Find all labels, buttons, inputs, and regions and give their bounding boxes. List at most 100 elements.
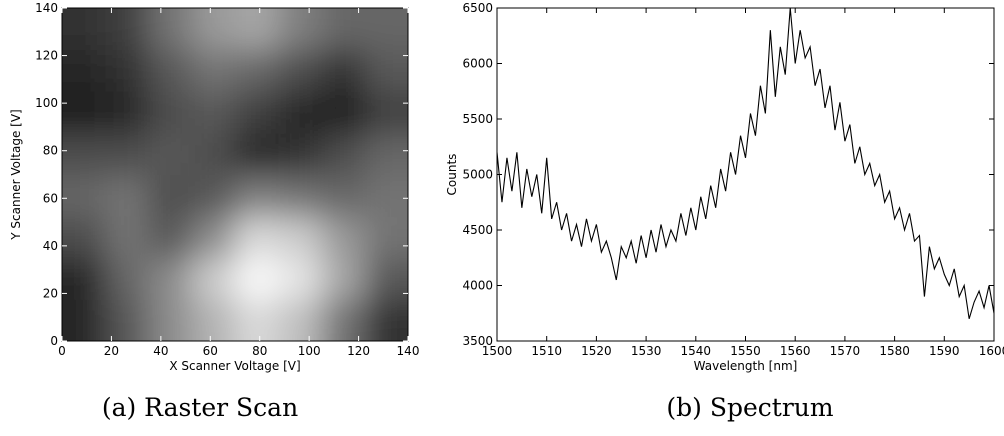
y-tick-label: 40 [43,239,58,253]
heat-cell [105,299,149,341]
x-tick-label: 140 [397,344,420,358]
heat-cell [191,216,236,259]
heat-cell [321,299,366,341]
x-tick-label: 100 [298,344,321,358]
heat-cell [105,216,149,259]
heat-cell [105,49,149,92]
axes-box [61,7,409,342]
x-tick-label: 60 [203,344,218,358]
heat-cell [191,91,236,134]
heat-cell [235,8,279,51]
x-tick-label: 20 [104,344,119,358]
heat-cell [278,49,322,92]
heat-cell [148,257,193,300]
heat-cell [148,91,193,134]
y-axis-label: Counts [445,154,459,196]
heat-cell [62,132,106,175]
y-tick-label: 3500 [462,334,493,348]
heat-cell [321,91,366,134]
y-tick-label: 4000 [462,279,493,293]
x-tick-label: 1590 [929,344,960,358]
heat-cell [278,132,322,175]
heat-cell [321,257,366,300]
heat-cell [148,49,193,92]
heat-cell [364,257,408,300]
heat-cell [105,174,149,217]
heat-cell [105,132,149,175]
heat-cell [321,132,366,175]
y-tick-label: 6000 [462,57,493,71]
y-tick-label: 120 [35,49,58,63]
heat-cell [62,49,106,92]
y-tick-label: 140 [35,1,58,15]
heat-cell [235,257,279,300]
x-axis-label: Wavelength [nm] [694,359,798,373]
heat-cell [62,91,106,134]
x-tick-label: 1530 [631,344,662,358]
heat-cell [235,91,279,134]
heat-cell [364,174,408,217]
y-tick-label: 60 [43,191,58,205]
heat-cell [148,216,193,259]
y-tick-label: 0 [50,334,58,348]
heat-cell [235,216,279,259]
y-tick-label: 20 [43,286,58,300]
y-tick-label: 5000 [462,168,493,182]
x-tick-label: 1580 [879,344,910,358]
x-tick-label: 40 [153,344,168,358]
x-tick-label: 1560 [780,344,811,358]
y-tick-label: 4500 [462,223,493,237]
heat-cell [235,174,279,217]
caption: (b) Spectrum [666,393,833,422]
heat-cell [148,132,193,175]
heat-cell [364,8,408,51]
y-tick-label: 100 [35,96,58,110]
heat-cell [191,132,236,175]
heat-cell [191,8,236,51]
heat-cell [62,8,106,51]
y-axis-label: Y Scanner Voltage [V] [9,109,23,240]
heat-cell [278,174,322,217]
heat-cell [62,174,106,217]
heat-cell [62,257,106,300]
heatmap [62,8,408,341]
heat-cell [148,299,193,341]
heat-cell [364,216,408,259]
heat-cell [278,91,322,134]
x-tick-label: 1510 [531,344,562,358]
heat-cell [191,174,236,217]
heat-cell [191,257,236,300]
x-tick-label: 1600 [979,344,1004,358]
y-tick-label: 6500 [462,1,493,15]
heat-cell [235,49,279,92]
caption: (a) Raster Scan [102,393,298,422]
heat-cell [364,132,408,175]
x-tick-label: 80 [252,344,267,358]
heatmap-cells [62,8,408,341]
x-axis-label: X Scanner Voltage [V] [169,359,300,373]
spectrum-line [497,8,994,319]
x-tick-label: 0 [58,344,66,358]
heat-cell [148,8,193,51]
heat-cell [364,299,408,341]
heat-cell [191,299,236,341]
heat-cell [278,257,322,300]
plot-lines [497,8,994,319]
heat-cell [148,174,193,217]
heat-cell [321,8,366,51]
heat-cell [105,91,149,134]
heat-cell [191,49,236,92]
y-tick-label: 80 [43,144,58,158]
heat-cell [321,49,366,92]
heat-cell [321,174,366,217]
heat-cell [62,216,106,259]
heat-cell [364,49,408,92]
heat-cell [62,299,106,341]
axes-box [496,7,995,342]
heat-cell [235,299,279,341]
y-tick-label: 5500 [462,112,493,126]
heat-cell [278,299,322,341]
heat-cell [105,257,149,300]
x-tick-label: 1570 [830,344,861,358]
